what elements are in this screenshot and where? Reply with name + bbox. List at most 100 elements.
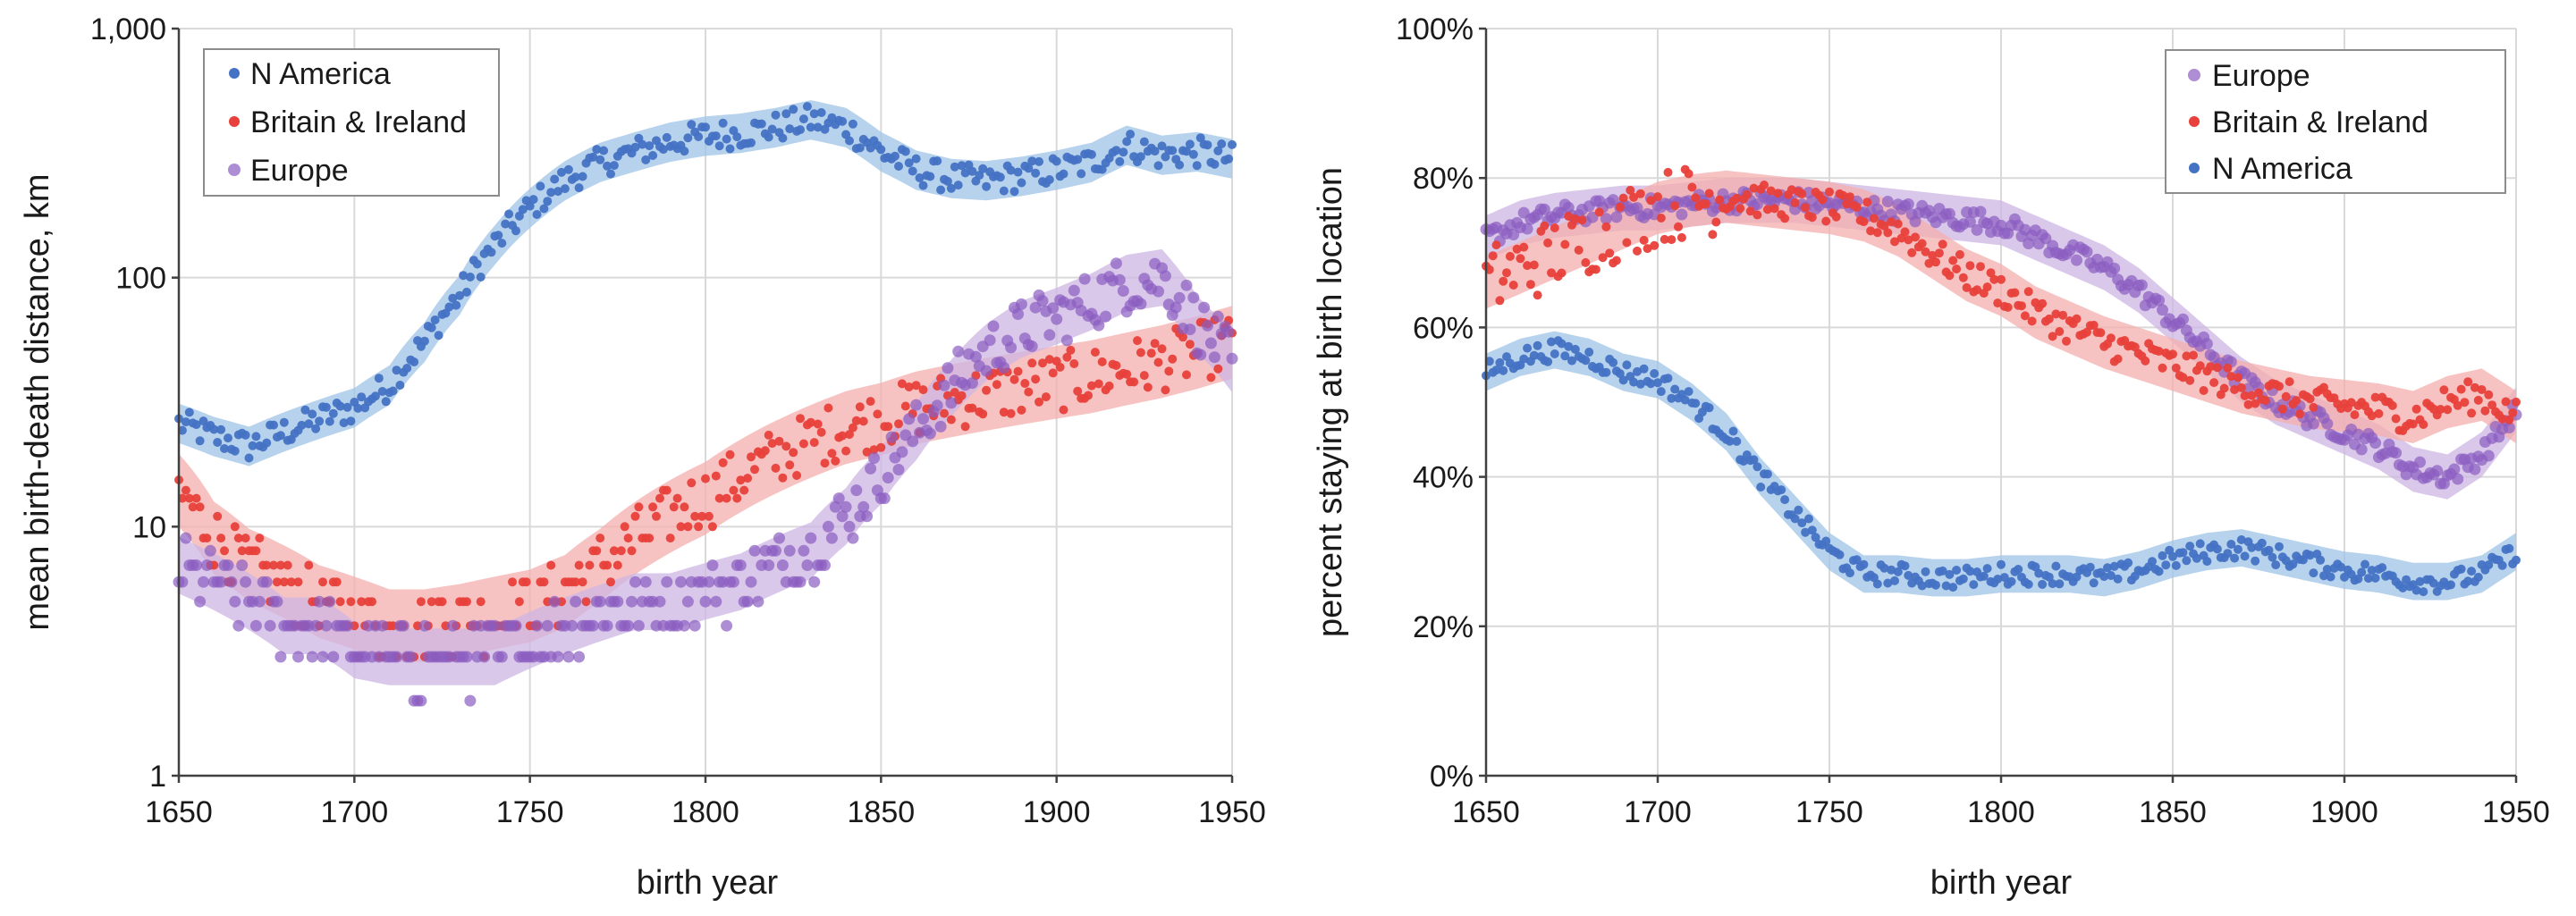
right-point-britain-ireland xyxy=(1893,219,1903,229)
right-point-n-america xyxy=(1567,356,1576,366)
left-point-n-america xyxy=(957,161,967,171)
left-point-n-america xyxy=(638,139,647,149)
left-point-britain-ireland xyxy=(1031,374,1041,384)
right-point-britain-ireland xyxy=(1653,192,1662,202)
left-point-n-america xyxy=(216,424,226,434)
right-x-tick-label: 1700 xyxy=(1624,795,1692,829)
left-point-n-america xyxy=(213,438,223,447)
left-point-n-america xyxy=(1192,161,1202,171)
right-point-britain-ireland xyxy=(2106,333,2116,343)
left-point-europe xyxy=(966,377,978,390)
left-point-europe xyxy=(710,595,722,608)
left-x-tick-label: 1700 xyxy=(321,795,389,829)
left-point-europe xyxy=(984,334,996,347)
left-point-europe xyxy=(317,651,329,663)
left-point-europe xyxy=(969,350,982,363)
left-point-n-america xyxy=(827,113,837,122)
left-point-europe xyxy=(327,651,340,663)
left-point-n-america xyxy=(1059,169,1068,179)
left-point-n-america xyxy=(497,239,507,248)
right-point-europe xyxy=(1600,213,1612,225)
left-point-britain-ireland xyxy=(213,511,223,521)
left-point-britain-ireland xyxy=(838,431,848,441)
right-point-n-america xyxy=(2055,579,2065,589)
right-point-britain-ireland xyxy=(1838,190,1848,200)
left-point-n-america xyxy=(925,172,935,181)
left-point-n-america xyxy=(592,145,602,155)
left-point-europe xyxy=(783,544,796,557)
right-point-n-america xyxy=(1893,567,1903,576)
right-point-britain-ireland xyxy=(2281,391,2291,401)
left-point-n-america xyxy=(838,116,848,126)
left-point-n-america xyxy=(251,432,261,441)
left-point-n-america xyxy=(725,144,735,154)
left-point-n-america xyxy=(335,401,345,411)
left-point-europe xyxy=(1060,334,1073,347)
left-point-n-america xyxy=(557,167,566,177)
left-point-britain-ireland xyxy=(869,445,879,455)
right-point-britain-ireland xyxy=(2484,390,2494,399)
right-point-n-america xyxy=(1753,462,1762,472)
right-point-n-america xyxy=(1807,525,1817,535)
right-point-britain-ireland xyxy=(2497,414,2507,424)
left-point-europe xyxy=(612,595,624,608)
right-point-n-america xyxy=(1821,536,1831,546)
right-point-britain-ireland xyxy=(1989,274,1999,284)
right-point-britain-ireland xyxy=(2487,400,2497,410)
left-point-n-america xyxy=(1217,139,1227,148)
right-point-n-america xyxy=(1952,566,1962,575)
left-point-n-america xyxy=(419,336,429,346)
left-point-n-america xyxy=(377,387,387,396)
right-point-europe xyxy=(1974,206,1987,218)
left-point-britain-ireland xyxy=(272,577,282,587)
left-point-britain-ireland xyxy=(747,452,756,462)
right-point-europe xyxy=(1521,223,1533,235)
left-point-britain-ireland xyxy=(620,522,629,532)
left-point-britain-ireland xyxy=(1048,368,1058,378)
left-point-britain-ireland xyxy=(630,511,640,521)
left-point-n-america xyxy=(262,438,272,448)
right-point-britain-ireland xyxy=(2223,363,2233,373)
left-point-britain-ireland xyxy=(1020,379,1030,388)
right-point-n-america xyxy=(1601,367,1611,377)
right-point-britain-ireland xyxy=(1921,247,1930,256)
left-point-britain-ireland xyxy=(1024,387,1034,397)
left-point-europe xyxy=(801,559,814,571)
right-point-britain-ireland xyxy=(2367,411,2377,421)
left-point-n-america xyxy=(1168,146,1178,155)
right-point-n-america xyxy=(2367,566,2377,576)
left-point-europe xyxy=(681,595,694,608)
left-point-britain-ireland xyxy=(427,597,436,607)
right-point-europe xyxy=(2503,422,2515,433)
right-point-europe xyxy=(2153,294,2166,307)
left-point-n-america xyxy=(588,152,598,162)
right-point-britain-ireland xyxy=(2387,400,2397,410)
left-point-britain-ireland xyxy=(1143,382,1153,392)
right-point-britain-ireland xyxy=(1760,181,1769,189)
left-point-britain-ireland xyxy=(960,422,970,432)
left-point-n-america xyxy=(297,420,307,430)
left-point-n-america xyxy=(1185,139,1195,149)
left-point-n-america xyxy=(1052,156,1061,166)
left-legend-label-n-america: N America xyxy=(250,57,391,91)
right-point-britain-ireland xyxy=(1972,285,1982,295)
right-point-n-america xyxy=(1656,387,1666,397)
left-point-n-america xyxy=(1027,156,1037,166)
left-point-britain-ireland xyxy=(648,502,658,512)
right-point-britain-ireland xyxy=(1667,235,1677,245)
right-point-britain-ireland xyxy=(1879,221,1889,231)
right-point-n-america xyxy=(1887,565,1896,575)
left-point-n-america xyxy=(908,166,917,176)
right-point-n-america xyxy=(1979,571,1989,581)
left-point-britain-ireland xyxy=(873,409,883,419)
right-point-n-america xyxy=(2072,572,2082,582)
left-point-britain-ireland xyxy=(732,493,742,503)
left-point-n-america xyxy=(209,424,219,434)
left-point-britain-ireland xyxy=(957,391,967,400)
right-point-n-america xyxy=(1570,344,1580,354)
left-point-britain-ireland xyxy=(603,560,612,570)
right-point-britain-ireland xyxy=(2374,408,2384,418)
right-point-n-america xyxy=(1584,348,1594,357)
left-point-europe xyxy=(706,559,719,571)
